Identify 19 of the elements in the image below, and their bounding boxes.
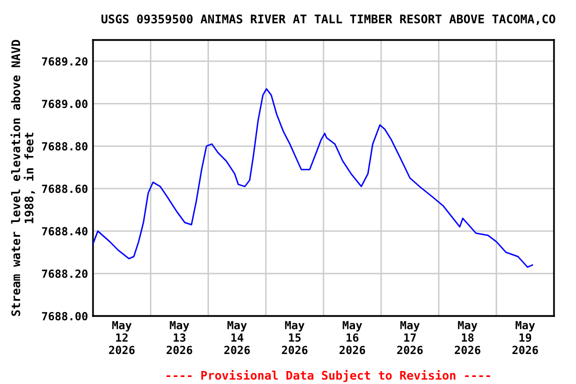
y-tick-label: 7688.00 <box>42 312 88 320</box>
y-tick-label: 7688.20 <box>42 270 88 278</box>
x-tick-label: May 17 2026 <box>397 321 423 354</box>
line-series <box>93 88 534 268</box>
x-tick-label: May 13 2026 <box>166 321 192 354</box>
x-tick-label: May 16 2026 <box>340 321 366 354</box>
text: ---- Provisional Data Subject to Revision ---- <box>166 370 490 382</box>
y-tick-label: 7688.40 <box>42 227 88 236</box>
y-tick-label: 7689.00 <box>42 100 88 108</box>
x-tick-label: May 15 2026 <box>282 321 308 354</box>
y-tick-label: 7688.80 <box>42 142 88 151</box>
x-tick-label: May 12 2026 <box>109 321 135 354</box>
x-tick-label: May 18 2026 <box>454 321 480 354</box>
y-tick-label: 7689.20 <box>42 57 88 66</box>
x-tick-label: May 14 2026 <box>224 321 250 354</box>
y-axis-title: Stream water level elevation above NAVD 1988, in feet <box>10 40 35 316</box>
y-tick-label: 7688.60 <box>42 184 88 194</box>
x-tick-label: May 19 2026 <box>512 321 538 354</box>
chart-title: USGS 09359500 ANIMAS RIVER AT TALL TIMBER RESORT ABOVE TACOMA,CO <box>101 14 556 25</box>
